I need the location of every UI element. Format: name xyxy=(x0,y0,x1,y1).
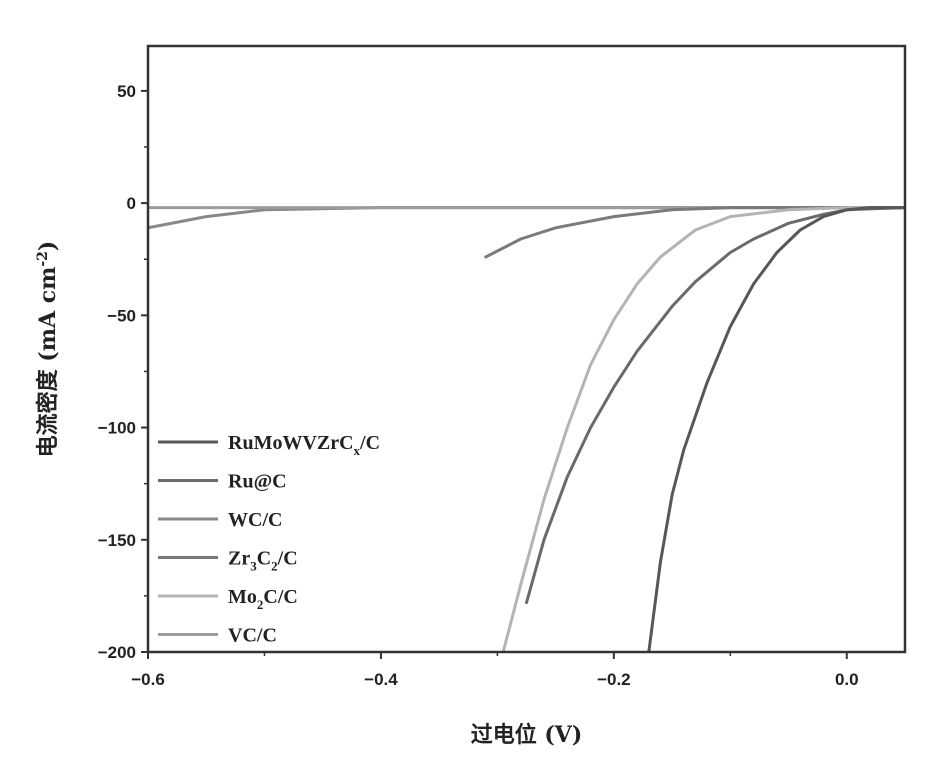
chart-background xyxy=(0,0,925,762)
chart-figure: −0.6−0.4−0.20.0500−50−100−150−200 RuMoWV… xyxy=(0,0,925,762)
x-axis-title: 过电位 (V) xyxy=(471,722,583,748)
y-tick-label: −100 xyxy=(98,419,136,438)
x-tick-label: −0.6 xyxy=(131,670,165,689)
x-tick-label: 0.0 xyxy=(835,670,859,689)
legend-label: Ru@C xyxy=(228,471,287,493)
legend-label: WC/C xyxy=(228,509,282,531)
x-tick-label: −0.4 xyxy=(364,670,398,689)
y-tick-label: −200 xyxy=(98,643,136,662)
y-axis-title: 电流密度 (mA cm-2) xyxy=(35,241,61,458)
y-tick-label: −150 xyxy=(98,531,136,550)
y-tick-label: 0 xyxy=(127,194,136,213)
y-tick-label: 50 xyxy=(117,82,136,101)
y-tick-label: −50 xyxy=(107,306,136,325)
legend-label: VC/C xyxy=(228,625,277,647)
x-tick-label: −0.2 xyxy=(597,670,631,689)
